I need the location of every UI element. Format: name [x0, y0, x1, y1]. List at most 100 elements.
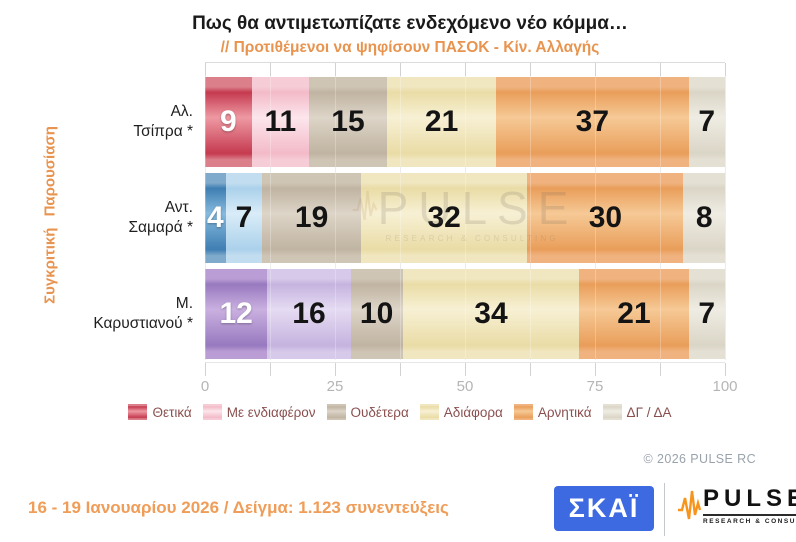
x-axis-label: 25: [326, 378, 344, 395]
bar-segment: 7: [225, 173, 263, 263]
legend-label: Θετικά: [152, 404, 192, 420]
legend-label: ΔΓ / ΔΑ: [626, 404, 672, 420]
category-label: Αντ. Σαμαρά *: [45, 173, 193, 263]
bar-segment: 37: [496, 77, 689, 167]
category-label: Μ. Καρυστιανού *: [45, 269, 193, 359]
legend-item: ΔΓ / ΔΑ: [602, 404, 672, 420]
segment-value: 34: [474, 297, 508, 330]
bar-segment: 7: [688, 77, 725, 167]
bar-segment: 21: [386, 77, 497, 167]
segment-value: 21: [424, 105, 459, 138]
legend-label: Ουδέτερα: [350, 404, 409, 420]
legend-item: Αδιάφορα: [419, 404, 503, 420]
legend-label: Αδιάφορα: [443, 404, 503, 420]
axis-tick: [334, 363, 336, 376]
axis-tick: [529, 363, 531, 376]
x-axis-label: 50: [456, 378, 474, 395]
footer-survey-info: 16 - 19 Ιανουαρίου 2026 / Δείγμα: 1.123 …: [28, 498, 449, 517]
category-label-line: Αντ.: [164, 198, 193, 216]
legend-item: Με ενδιαφέρον: [202, 404, 316, 420]
axis-tick: [204, 63, 206, 76]
axis-tick: [724, 63, 726, 76]
x-axis-label: 0: [200, 378, 210, 395]
axis-tick: [529, 63, 531, 76]
legend-item: Ουδέτερα: [326, 404, 409, 420]
bar-segment: 19: [262, 173, 361, 263]
segment-value: 12: [219, 297, 253, 330]
bar-segment: 8: [683, 173, 725, 263]
x-axis-label: 75: [586, 378, 604, 395]
axis-tick: [659, 63, 661, 76]
segment-value: 10: [359, 297, 394, 330]
segment-value: 21: [617, 297, 651, 330]
axis-tick: [334, 63, 336, 76]
axis-tick: [464, 363, 466, 376]
bar-segment: 16: [267, 269, 351, 359]
legend: Θετικά Με ενδιαφέρον Ουδέτερα Αδιάφορα Αρνητ…: [110, 404, 690, 420]
logo-divider: [664, 483, 665, 536]
axis-tick: [204, 363, 206, 376]
category-label-line: Αλ.: [170, 102, 193, 120]
chart-subtitle: // Προτιθέμενοι να ψηφίσουν ΠΑΣΟΚ - Κίν.…: [220, 39, 600, 56]
pulse-logo: PULSE RESEARCH & CONSULTING: [677, 487, 796, 530]
bar-segment: 4: [205, 173, 226, 263]
bar-row: Αλ. Τσίπρα * 9 11 15 21 37 7: [133, 77, 725, 167]
segment-value: 37: [575, 105, 610, 138]
pulse-waveform-icon: [677, 487, 702, 530]
category-label-line: Καρυστιανού *: [93, 315, 193, 332]
legend-swatch: [513, 404, 533, 420]
legend-label: Αρνητικά: [537, 404, 592, 420]
legend-swatch: [202, 404, 222, 420]
category-label: Αλ. Τσίπρα *: [45, 77, 193, 167]
segment-value: 9: [220, 105, 237, 138]
bar-segment: 21: [579, 269, 689, 359]
segment-value: 7: [698, 297, 716, 330]
segment-value: 30: [588, 201, 623, 234]
segment-value: 4: [207, 201, 224, 234]
axis-tick: [269, 363, 271, 376]
category-label-line: Μ.: [175, 294, 193, 312]
legend-item: Θετικά: [128, 404, 192, 420]
legend-swatch: [419, 404, 439, 420]
segment-value: 7: [235, 201, 253, 234]
skai-logo: ΣΚΑΪ: [554, 486, 654, 531]
bar-segment: 32: [360, 173, 528, 263]
legend-swatch: [602, 404, 622, 420]
bar-segment: 11: [251, 77, 309, 167]
legend-swatch: [326, 404, 346, 420]
segment-value: 7: [698, 105, 716, 138]
axis-tick: [399, 63, 401, 76]
category-label-line: Σαμαρά *: [128, 219, 193, 236]
legend-label: Με ενδιαφέρον: [226, 404, 316, 420]
segment-value: 32: [427, 201, 461, 234]
bar-row: Αντ. Σαμαρά * 4 7 19 32 30 8: [128, 173, 725, 263]
segment-value: 16: [292, 297, 326, 330]
bar-segment: 15: [308, 77, 387, 167]
segment-value: 19: [294, 201, 329, 234]
axis-tick: [399, 363, 401, 376]
segment-value: 15: [331, 105, 365, 138]
bars: Αλ. Τσίπρα * 9 11 15 21 37 7 Αντ. Σαμαρά * 4 7 19 32 3…: [93, 77, 725, 365]
bar-segment: 9: [205, 77, 252, 167]
bar-row: Μ. Καρυστιανού * 12 16 10 34 21 7: [93, 269, 725, 359]
axis-tick: [594, 363, 596, 376]
plot-area: Αλ. Τσίπρα * 9 11 15 21 37 7 Αντ. Σαμαρά * 4 7 19 32 3…: [93, 62, 738, 402]
segment-value: 11: [264, 105, 297, 138]
grid-line: [724, 76, 726, 360]
axis-tick: [659, 363, 661, 376]
bar-segment: 30: [527, 173, 684, 263]
category-label-line: Τσίπρα *: [133, 123, 193, 140]
segment-value: 8: [695, 201, 713, 234]
axis-tick: [269, 63, 271, 76]
axis-tick: [724, 363, 726, 376]
top-axis: [204, 62, 726, 77]
chart-title: Πως θα αντιμετωπίζατε ενδεχόμενο νέο κόμ…: [192, 13, 628, 34]
bottom-axis: [204, 362, 726, 377]
pulse-logo-text: PULSE: [703, 485, 796, 512]
bar-segment: 34: [402, 269, 580, 359]
axis-tick: [464, 63, 466, 76]
legend-item: Αρνητικά: [513, 404, 592, 420]
x-axis-label: 100: [712, 378, 738, 395]
bar-segment: 7: [688, 269, 725, 359]
